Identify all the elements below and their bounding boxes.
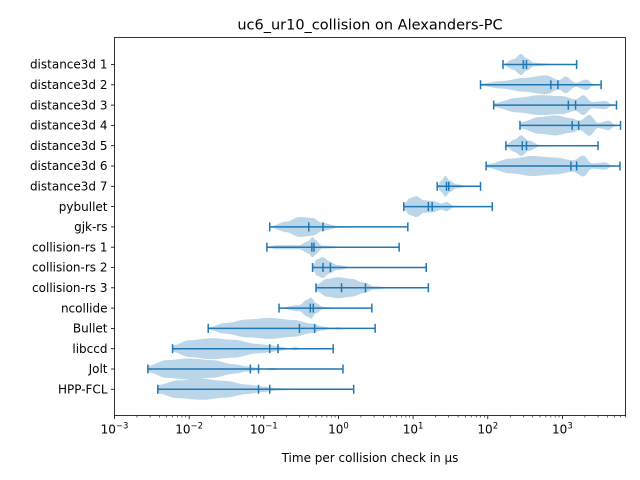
violin-series (157, 378, 355, 400)
x-tick-label: 101 (403, 422, 424, 437)
x-tick-label: 100 (328, 422, 349, 437)
y-category-label: HPP-FCL (58, 383, 108, 397)
y-category-label: distance3d 4 (30, 119, 108, 133)
violin-series (492, 95, 618, 116)
violin-series (266, 237, 400, 258)
axes: 10−3 10−2 10−1 100 101 102 103 distance3d 1 dist… (30, 58, 626, 437)
x-tick-label: 103 (552, 422, 573, 437)
x-tick-label: 10−3 (101, 422, 129, 437)
violin-series (207, 317, 376, 339)
x-tick-label: 10−1 (250, 422, 278, 437)
y-category-label: collision-rs 3 (32, 281, 107, 295)
y-category-label: gjk-rs (74, 220, 107, 234)
y-category-label: distance3d 2 (30, 78, 108, 92)
violin-series (403, 196, 494, 218)
violin-series (147, 358, 344, 380)
y-category-label: distance3d 3 (30, 98, 108, 112)
violin-series (502, 54, 578, 75)
y-category-label: distance3d 5 (30, 139, 108, 153)
violin-series (436, 175, 482, 197)
violin-series (171, 338, 334, 360)
chart-title: uc6_ur10_collision on Alexanders-PC (237, 18, 502, 34)
x-axis-label: Time per collision check in µs (281, 451, 459, 465)
violin-series (519, 114, 622, 136)
y-category-label: pybullet (59, 200, 108, 214)
y-category-label: collision-rs 1 (32, 240, 107, 254)
y-category-label: distance3d 6 (30, 159, 108, 173)
y-category-label: Bullet (73, 322, 108, 336)
violin-series (505, 135, 599, 157)
plot-area (147, 54, 622, 400)
violin-series (311, 257, 428, 278)
y-category-label: Jolt (88, 362, 108, 376)
y-category-label: ncollide (61, 301, 108, 315)
violin-series (479, 75, 602, 95)
violin-series (485, 155, 621, 177)
violin-series (278, 297, 373, 319)
x-tick-label: 10−2 (175, 422, 203, 437)
violin-series (268, 216, 409, 237)
x-tick-label: 102 (477, 422, 498, 437)
y-category-label: distance3d 1 (30, 58, 108, 72)
y-category-label: collision-rs 2 (32, 261, 107, 275)
violin-series (315, 277, 430, 299)
y-category-label: libccd (72, 342, 107, 356)
y-category-label: distance3d 7 (30, 180, 108, 194)
